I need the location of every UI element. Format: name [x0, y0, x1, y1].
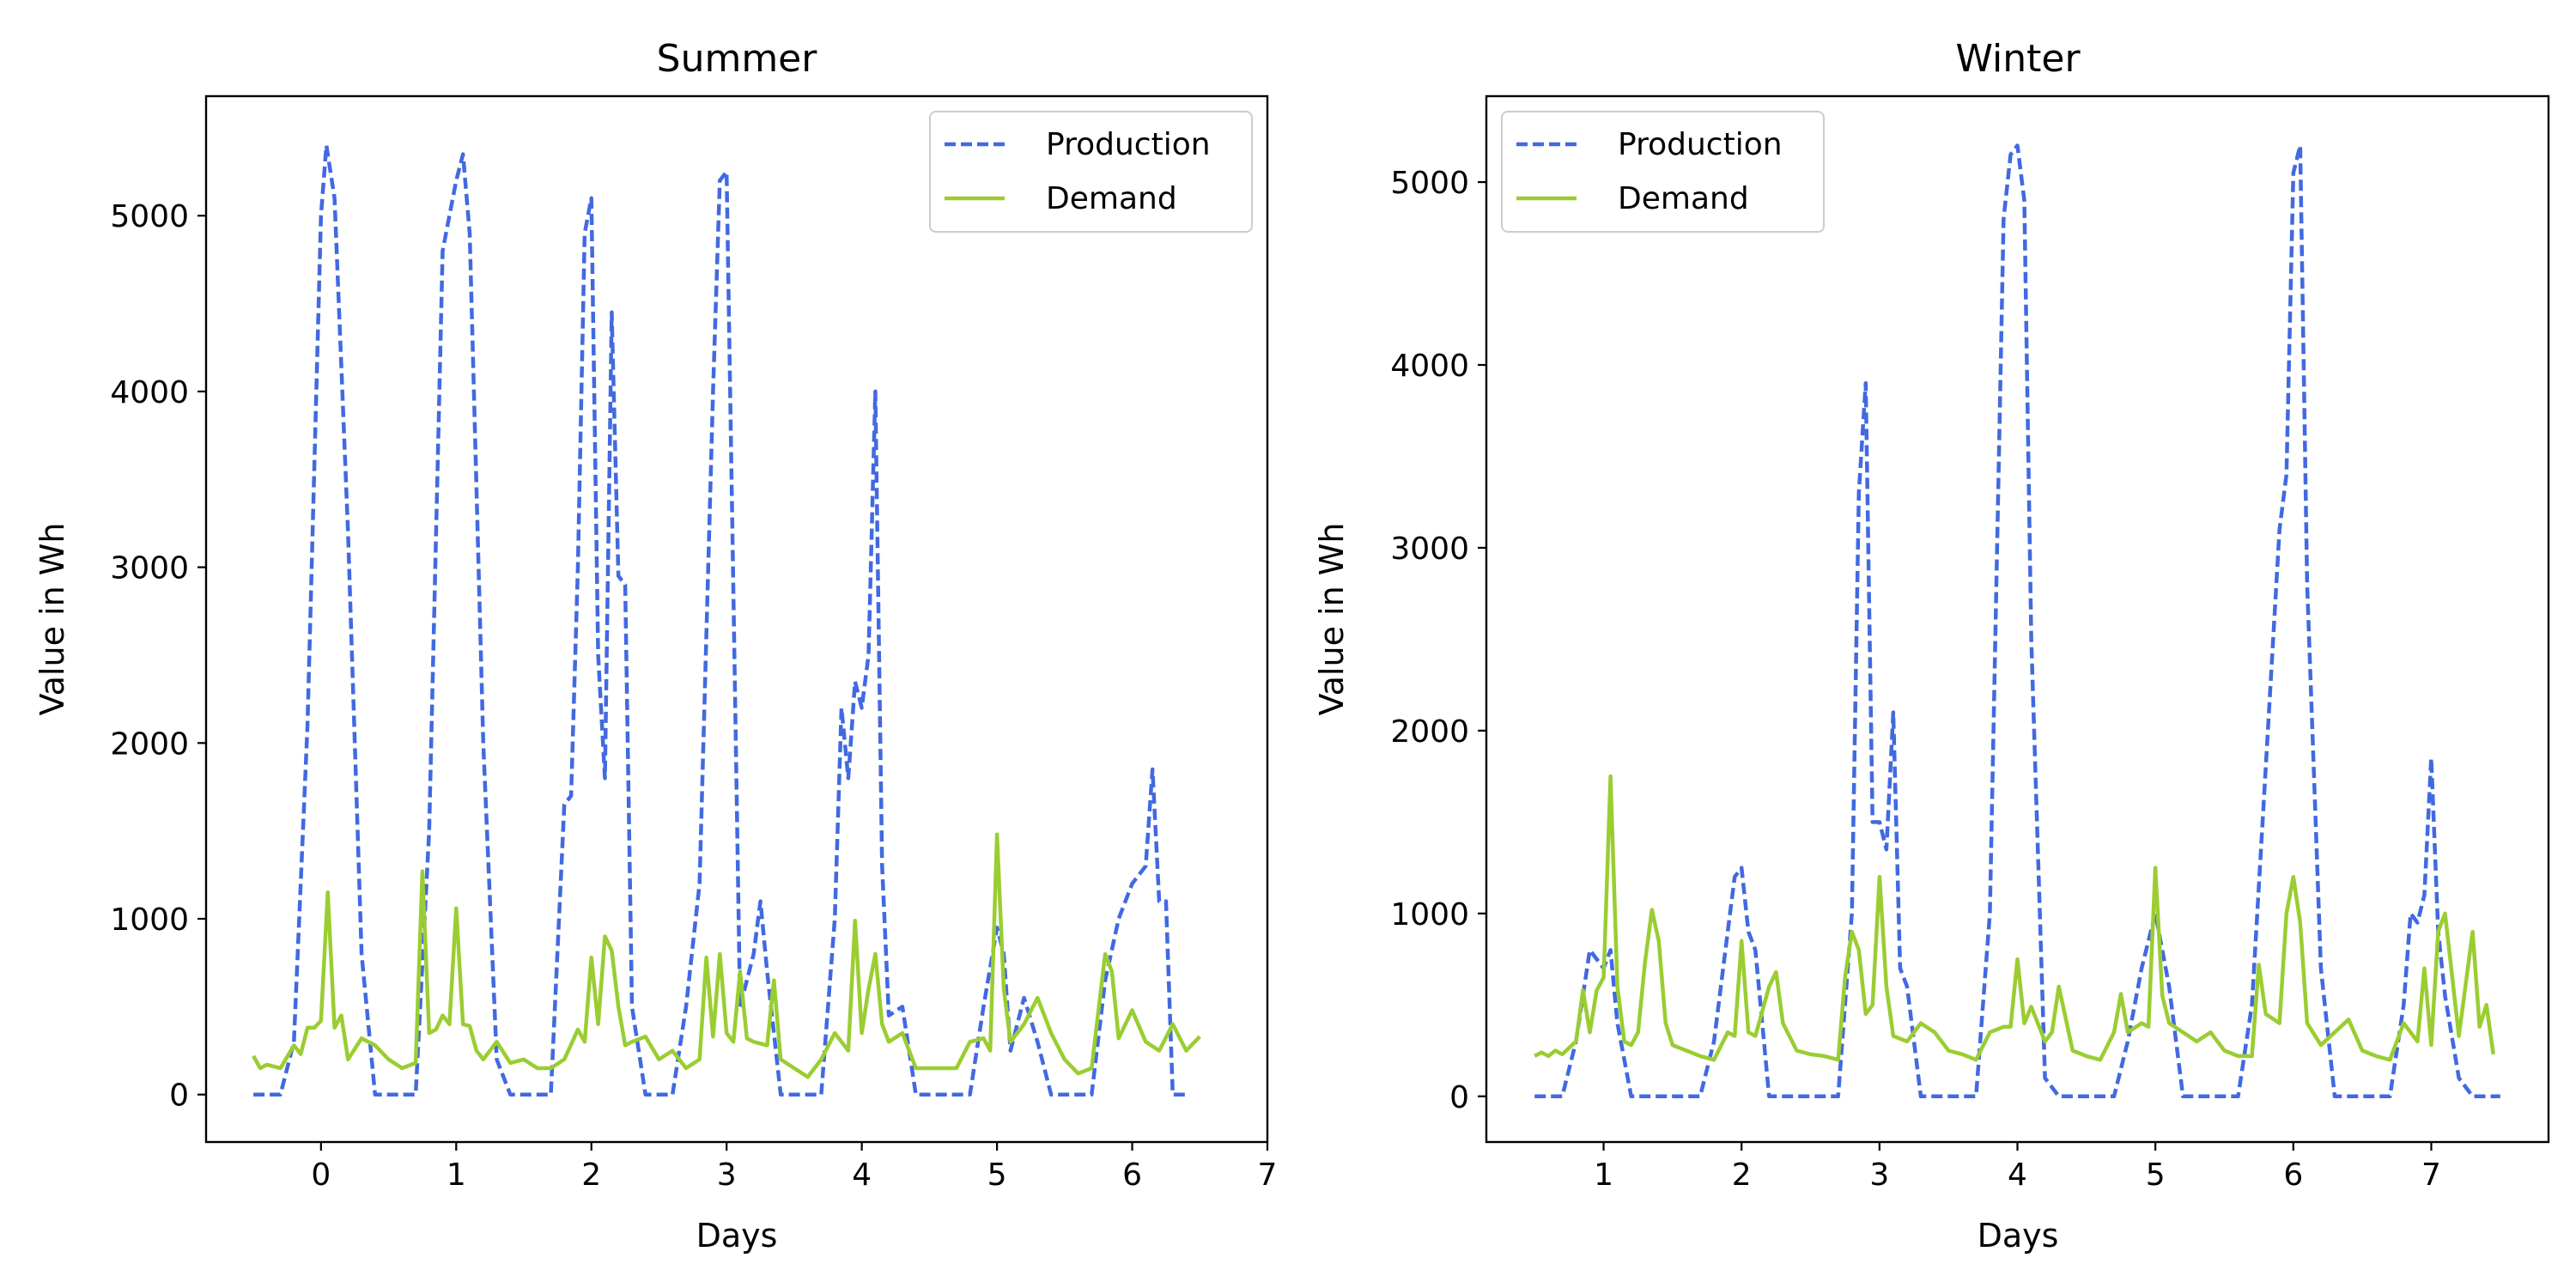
winter-x-tick-label: 7: [2421, 1157, 2441, 1193]
winter-y-tick-label: 1000: [1390, 897, 1469, 933]
summer-x-axis-label: Days: [696, 1217, 778, 1255]
summer-y-tick-label: 3000: [110, 551, 189, 586]
winter-y-tick-label: 2000: [1390, 714, 1469, 750]
winter-production-line: [1534, 143, 2500, 1099]
winter-y-axis-label: Value in Wh: [1313, 523, 1351, 716]
winter-y-tick-label: 3000: [1390, 532, 1469, 567]
winter-legend-production-label: Production: [1618, 127, 1783, 162]
summer-x-tick-label: 2: [581, 1157, 601, 1193]
summer-x-tick-label: 4: [852, 1157, 872, 1193]
summer-legend-demand-label: Demand: [1046, 181, 1177, 216]
winter-demand-line: [1534, 774, 2495, 1062]
summer-plot-area: [204, 94, 1269, 1144]
winter-legend: Production Demand: [1501, 111, 1825, 233]
summer-x-tick-label: 7: [1258, 1157, 1278, 1193]
summer-x-tick-label: 5: [987, 1157, 1007, 1193]
summer-title: Summer: [657, 37, 818, 81]
summer-panel: Summer 0 1 2 3 4 5 6 7 0 1000 2000 3000 4000 5000 Day…: [33, 37, 1277, 1255]
winter-plot-area: [1485, 94, 2550, 1144]
summer-x-tick-label: 3: [717, 1157, 737, 1193]
winter-ticks: 1 2 3 4 5 6 7 0 1000 2000 3000 4000 5000: [1390, 166, 2441, 1193]
summer-series: [252, 143, 1201, 1097]
summer-x-tick-label: 6: [1122, 1157, 1142, 1193]
summer-y-tick-label: 4000: [110, 375, 189, 410]
winter-x-tick-label: 4: [2008, 1157, 2027, 1193]
winter-axes-frame: [1485, 94, 2550, 1144]
summer-legend-production-label: Production: [1046, 127, 1211, 162]
winter-x-tick-label: 6: [2283, 1157, 2303, 1193]
winter-x-tick-label: 2: [1732, 1157, 1752, 1193]
winter-title: Winter: [1955, 37, 2081, 81]
winter-x-tick-label: 3: [1869, 1157, 1889, 1193]
winter-legend-frame: [1501, 111, 1825, 233]
summer-legend-frame: [929, 111, 1253, 233]
summer-y-tick-label: 2000: [110, 726, 189, 762]
summer-production-line: [253, 143, 1187, 1097]
summer-y-tick-label: 0: [169, 1078, 189, 1114]
summer-axes-frame: [204, 94, 1269, 1144]
winter-x-tick-label: 1: [1594, 1157, 1613, 1193]
winter-x-axis-label: Days: [1978, 1217, 2059, 1255]
summer-x-tick-label: 0: [311, 1157, 331, 1193]
summer-x-tick-label: 1: [447, 1157, 466, 1193]
winter-y-tick-label: 0: [1449, 1080, 1469, 1115]
summer-y-axis-label: Value in Wh: [33, 523, 71, 716]
summer-demand-line: [252, 832, 1201, 1079]
summer-y-tick-label: 5000: [110, 199, 189, 234]
winter-series: [1534, 143, 2500, 1099]
summer-legend: Production Demand: [929, 111, 1253, 233]
summer-ticks: 0 1 2 3 4 5 6 7 0 1000 2000 3000 4000 5000: [110, 199, 1277, 1193]
winter-panel: Winter 1 2 3 4 5 6 7 0 1000 2000 3000 4000 5000 Days…: [1313, 37, 2550, 1255]
summer-y-tick-label: 1000: [110, 902, 189, 938]
winter-y-tick-label: 5000: [1390, 166, 1469, 201]
winter-y-tick-label: 4000: [1390, 349, 1469, 384]
winter-x-tick-label: 5: [2146, 1157, 2166, 1193]
winter-legend-demand-label: Demand: [1618, 181, 1749, 216]
